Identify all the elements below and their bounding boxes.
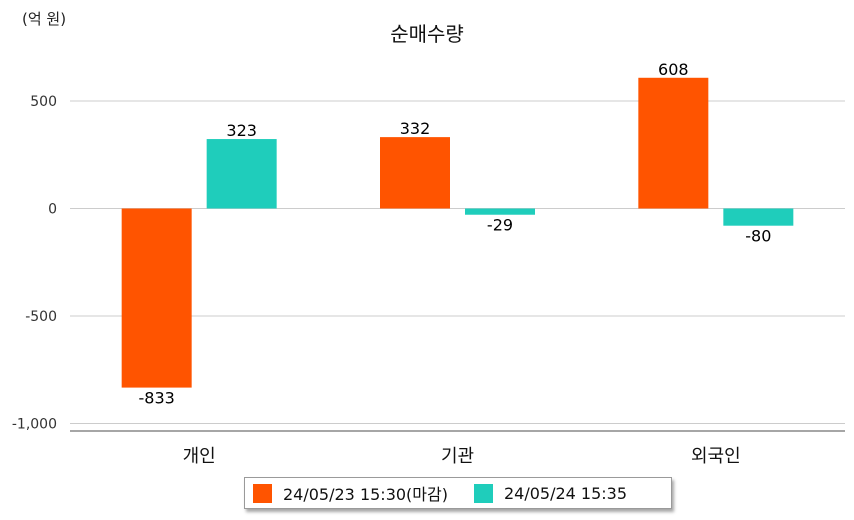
legend-swatch-series-1 — [253, 483, 272, 503]
y-tick-label: 500 — [30, 94, 57, 110]
bar[interactable] — [206, 139, 277, 209]
y-tick-label: -1,000 — [12, 417, 57, 433]
unit-label: (억 원) — [22, 10, 67, 28]
data-label: 323 — [226, 121, 257, 140]
legend-label-series-2: 24/05/24 15:35 — [503, 483, 628, 503]
y-tick-label: -500 — [25, 309, 57, 325]
legend-label-series-1: 24/05/23 15:30(마감) — [283, 485, 448, 504]
legend-swatch-series-2 — [473, 483, 493, 503]
data-label: -833 — [139, 389, 175, 408]
chart-title: 순매수량 — [390, 22, 464, 46]
bar[interactable] — [723, 208, 794, 226]
x-tick-label: 개인 — [183, 446, 216, 467]
data-label: -80 — [745, 227, 771, 246]
data-label: 332 — [400, 119, 431, 138]
bar[interactable] — [638, 77, 709, 209]
x-tick-label: 기관 — [441, 446, 474, 467]
bar[interactable] — [121, 208, 192, 388]
bar[interactable] — [380, 137, 450, 209]
y-tick-label: 0 — [48, 202, 57, 218]
bar[interactable] — [465, 208, 535, 215]
chart-legend: 24/05/23 15:30(마감) 24/05/24 15:35 — [244, 477, 672, 509]
legend-item-series-1[interactable]: 24/05/23 15:30(마감) — [253, 481, 448, 505]
bar-chart: 500 0 -500 -1,000 개인 -833 323 기관 332 -29 외국인 608 -80 — [12, 60, 845, 467]
data-label: -29 — [487, 216, 513, 235]
data-label: 608 — [658, 60, 689, 79]
legend-item-series-2[interactable]: 24/05/24 15:35 — [473, 483, 628, 503]
x-tick-label: 외국인 — [691, 446, 741, 467]
